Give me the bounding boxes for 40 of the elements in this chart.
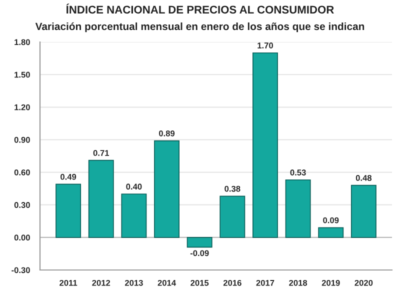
- y-tick-label: -0.30: [12, 267, 30, 274]
- bar: [285, 179, 311, 238]
- x-tick-label: 2011: [60, 280, 78, 286]
- data-label: 0.49: [60, 174, 76, 180]
- bar: [56, 184, 82, 238]
- bar: [88, 160, 114, 238]
- bar: [121, 194, 147, 238]
- chart-subtitle: Variación porcentual mensual en enero de los años que se indican: [35, 22, 364, 32]
- x-tick-label: 2018: [289, 280, 308, 286]
- bar: [186, 237, 212, 248]
- y-tick-label: 0.60: [14, 169, 30, 176]
- data-label: 0.40: [126, 184, 142, 190]
- y-tick-label: 0.00: [14, 234, 30, 241]
- y-tick-label: 1.50: [14, 72, 30, 78]
- data-label: 0.09: [323, 217, 339, 224]
- x-tick-label: 2017: [256, 280, 274, 286]
- data-label: 0.48: [356, 174, 372, 181]
- y-tick-label: 1.20: [14, 104, 30, 110]
- data-label: 0.53: [290, 170, 306, 176]
- data-label: 1.70: [258, 42, 273, 48]
- bar: [350, 184, 376, 238]
- x-tick-label: 2012: [92, 280, 110, 286]
- data-label: 0.71: [93, 150, 110, 156]
- y-tick-label: 0.30: [14, 202, 30, 208]
- bar: [220, 196, 246, 238]
- x-tick-label: 2014: [158, 280, 176, 286]
- x-tick-label: 2015: [190, 280, 209, 286]
- bar: [252, 52, 278, 238]
- chart-title: ÍNDICE NACIONAL DE PRECIOS AL CONSUMIDOR: [66, 4, 334, 14]
- x-tick-label: 2020: [354, 280, 373, 286]
- bar: [318, 227, 344, 238]
- data-label: -0.09: [190, 250, 209, 256]
- x-tick-label: 2013: [124, 280, 143, 286]
- x-tick-label: 2016: [223, 280, 242, 286]
- x-tick-label: 2019: [322, 280, 340, 286]
- bar: [154, 140, 180, 238]
- y-tick-label: 0.90: [14, 136, 30, 143]
- y-tick-label: 1.80: [14, 39, 30, 46]
- data-label: 0.38: [224, 186, 240, 192]
- data-label: 0.89: [158, 130, 175, 136]
